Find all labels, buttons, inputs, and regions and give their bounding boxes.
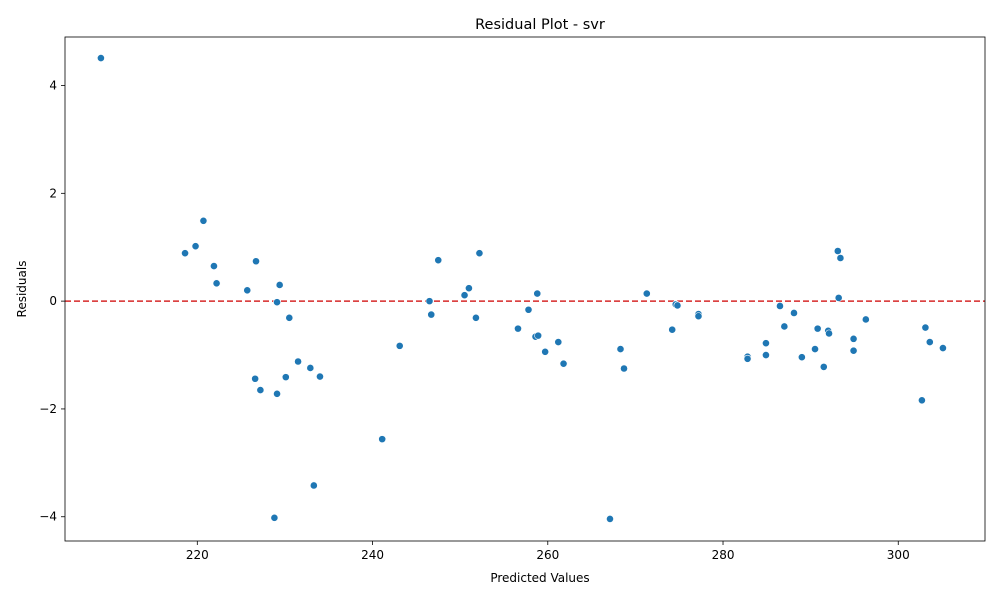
data-point: [465, 284, 473, 293]
data-point: [642, 289, 651, 298]
plot-area: 220 240 260 280 300 −4 −2 0 2 4: [39, 36, 986, 562]
data-point: [285, 313, 294, 322]
x-tick-label: 260: [536, 548, 559, 562]
data-point: [743, 354, 752, 363]
data-point: [559, 359, 568, 368]
x-tick-label: 300: [887, 548, 910, 562]
data-point: [243, 286, 252, 295]
data-point: [191, 242, 200, 251]
data-point: [939, 344, 947, 352]
data-point: [281, 373, 290, 382]
y-tick-label: −2: [39, 402, 57, 416]
data-point: [524, 305, 533, 314]
data-point: [425, 297, 434, 306]
data-point: [673, 301, 682, 310]
data-point: [541, 347, 550, 356]
x-axis-label: Predicted Values: [490, 571, 589, 585]
data-point: [256, 386, 265, 394]
x-tick-label: 280: [712, 548, 735, 562]
data-point: [797, 353, 806, 362]
data-point: [776, 302, 784, 310]
data-point: [925, 338, 934, 346]
y-tick-label: 0: [49, 294, 57, 308]
x-tick-label: 220: [186, 548, 209, 562]
data-point: [475, 249, 484, 258]
data-point: [294, 357, 302, 366]
data-point: [316, 372, 324, 381]
data-point: [210, 262, 218, 270]
data-point: [606, 514, 614, 523]
data-point: [554, 338, 563, 346]
data-point: [472, 313, 480, 322]
data-point: [668, 325, 677, 334]
data-point: [514, 324, 522, 333]
data-point: [181, 249, 189, 258]
data-point: [273, 389, 281, 398]
data-point: [252, 257, 260, 266]
data-point: [275, 281, 284, 289]
data-point: [273, 298, 281, 307]
y-tick-label: 2: [49, 186, 57, 200]
y-tick-label: −4: [39, 510, 57, 524]
data-point: [378, 435, 387, 444]
data-point: [251, 374, 260, 383]
y-axis-label: Residuals: [15, 261, 29, 318]
data-point: [533, 289, 542, 298]
data-point: [861, 315, 870, 324]
data-point: [694, 312, 703, 321]
data-point: [534, 331, 543, 340]
data-point: [836, 254, 845, 262]
data-point: [309, 481, 318, 490]
data-point: [819, 362, 828, 371]
data-point: [212, 279, 221, 288]
data-point: [833, 247, 842, 255]
data-point: [790, 309, 798, 317]
data-point: [270, 513, 279, 522]
data-point: [306, 364, 315, 372]
data-point: [813, 324, 822, 333]
data-point: [918, 396, 926, 405]
x-tick-label: 240: [361, 548, 384, 562]
data-point: [762, 339, 770, 348]
chart-title: Residual Plot - svr: [475, 17, 605, 33]
data-point: [825, 329, 833, 338]
data-point: [97, 54, 105, 62]
data-point: [395, 341, 404, 350]
data-point: [849, 346, 858, 355]
data-point: [434, 256, 443, 265]
axes-frame: [64, 36, 986, 542]
y-tick-label: 4: [49, 79, 57, 93]
data-point: [849, 334, 858, 343]
data-point: [460, 291, 469, 300]
data-point: [762, 351, 770, 359]
data-point: [199, 216, 208, 225]
data-point: [616, 345, 625, 354]
data-point: [921, 323, 930, 332]
data-point: [620, 364, 628, 373]
data-point: [780, 322, 789, 331]
data-point: [427, 310, 436, 319]
data-point: [834, 293, 843, 302]
data-point: [811, 345, 819, 354]
